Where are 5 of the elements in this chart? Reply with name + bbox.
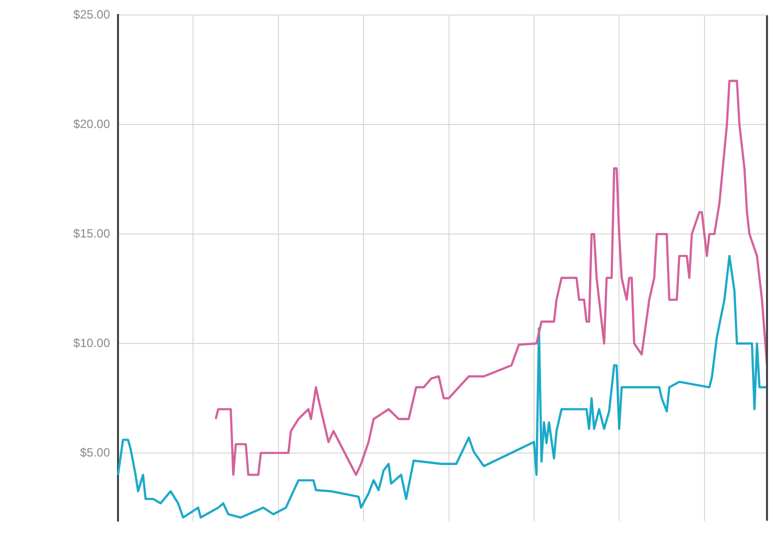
y-tick-label: $20.00 [73,116,110,131]
y-tick-label: $25.00 [73,8,110,22]
y-tick-label: $10.00 [73,336,110,350]
y-tick-label: $5.00 [80,445,110,460]
y-tick-label: $15.00 [73,226,110,240]
